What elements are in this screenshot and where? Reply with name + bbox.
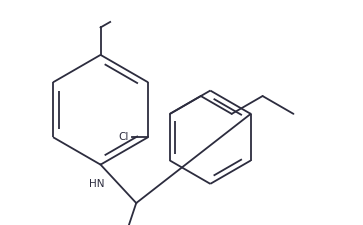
Text: Cl: Cl: [118, 132, 129, 142]
Text: HN: HN: [89, 179, 105, 189]
